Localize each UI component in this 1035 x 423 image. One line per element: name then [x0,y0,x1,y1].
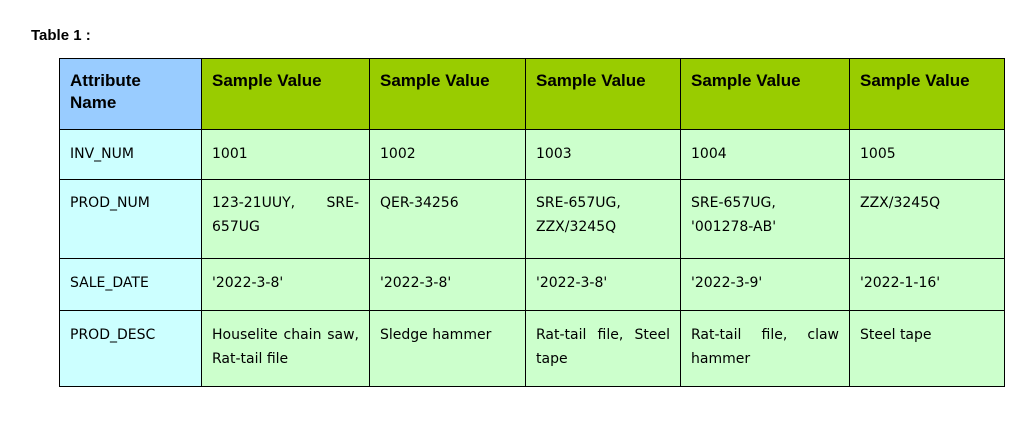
table-caption: Table 1 : [31,27,91,44]
attribute-cell: INV_NUM [59,129,202,180]
value-cell: Sledge hammer [369,310,526,387]
value-cell: Rat-tail file, claw hammer [680,310,850,387]
value-cell: 1005 [849,129,1005,180]
sample-values-table: Attribute Name Sample Value Sample Value… [59,58,1005,387]
header-sample-value: Sample Value [680,58,850,130]
attribute-cell: PROD_NUM [59,179,202,259]
value-cell: ZZX/3245Q [849,179,1005,259]
value-cell: '2022-3-8' [201,258,370,311]
attribute-cell: SALE_DATE [59,258,202,311]
value-cell: SRE-657UG, ZZX/3245Q [525,179,681,259]
value-cell: 1002 [369,129,526,180]
value-cell: QER-34256 [369,179,526,259]
table-row: PROD_NUM 123-21UUY, SRE-657UG QER-34256 … [59,179,1005,259]
value-cell: Rat-tail file, Steel tape [525,310,681,387]
value-cell: '2022-3-8' [369,258,526,311]
table-row: PROD_DESC Houselite chain saw, Rat-tail … [59,310,1005,387]
value-cell: Steel tape [849,310,1005,387]
value-cell: 1001 [201,129,370,180]
value-cell: SRE-657UG, '001278-AB' [680,179,850,259]
attribute-cell: PROD_DESC [59,310,202,387]
header-sample-value: Sample Value [525,58,681,130]
header-sample-value: Sample Value [849,58,1005,130]
table-row: SALE_DATE '2022-3-8' '2022-3-8' '2022-3-… [59,258,1005,311]
value-cell: 1004 [680,129,850,180]
value-cell: 123-21UUY, SRE-657UG [201,179,370,259]
header-sample-value: Sample Value [369,58,526,130]
value-cell: '2022-1-16' [849,258,1005,311]
value-cell: 1003 [525,129,681,180]
value-cell: '2022-3-8' [525,258,681,311]
header-row: Attribute Name Sample Value Sample Value… [59,58,1005,130]
table-row: INV_NUM 1001 1002 1003 1004 1005 [59,129,1005,180]
header-attribute-name: Attribute Name [59,58,202,130]
value-cell: Houselite chain saw, Rat-tail file [201,310,370,387]
value-cell: '2022-3-9' [680,258,850,311]
header-sample-value: Sample Value [201,58,370,130]
